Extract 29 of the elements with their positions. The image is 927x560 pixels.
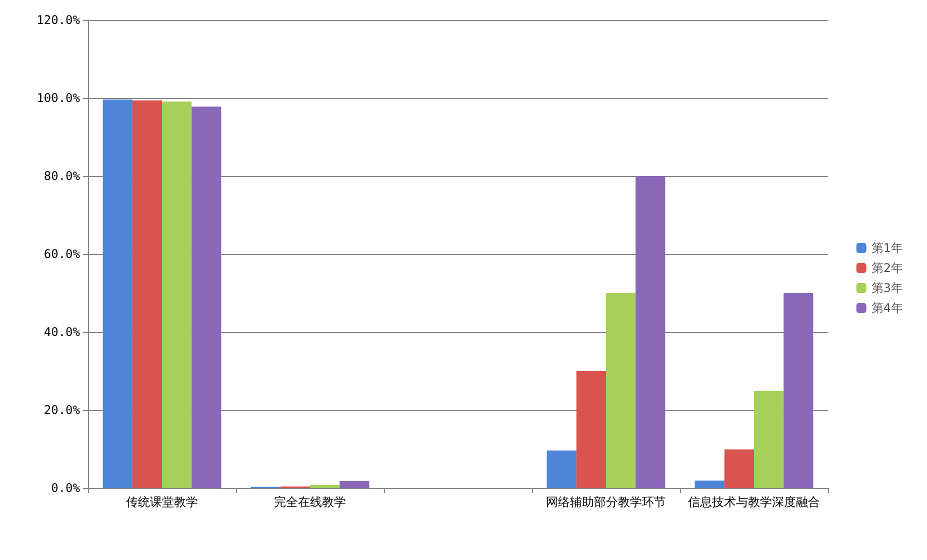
bar (310, 484, 340, 488)
y-tick-label: 40.0% (44, 325, 81, 339)
bar (132, 100, 162, 488)
legend-label: 第4年 (871, 301, 904, 315)
x-tick-label: 完全在线教学 (274, 495, 346, 509)
legend-label: 第1年 (871, 241, 904, 255)
bar (724, 449, 754, 488)
x-tick-label: 信息技术与教学深度融合 (688, 495, 820, 509)
bar (606, 293, 636, 488)
bar (636, 176, 666, 488)
bar (102, 100, 132, 488)
bar (340, 480, 370, 488)
y-tick-label: 120.0% (36, 13, 81, 27)
y-tick-label: 60.0% (44, 247, 81, 261)
bar (192, 106, 222, 488)
x-tick-label: 网络辅助部分教学环节 (546, 495, 666, 509)
x-tick-label: 传统课堂教学 (126, 495, 198, 509)
y-tick-label: 80.0% (44, 169, 81, 183)
y-tick-label: 20.0% (44, 403, 81, 417)
legend-label: 第3年 (871, 281, 904, 295)
bar (576, 371, 606, 488)
y-tick-label: 0.0% (51, 481, 81, 495)
bar (754, 390, 784, 488)
y-tick-label: 100.0% (36, 91, 81, 105)
bar (546, 450, 576, 488)
bar (162, 102, 192, 488)
legend-label: 第2年 (871, 261, 904, 275)
bar (784, 293, 814, 488)
bar (694, 480, 724, 488)
